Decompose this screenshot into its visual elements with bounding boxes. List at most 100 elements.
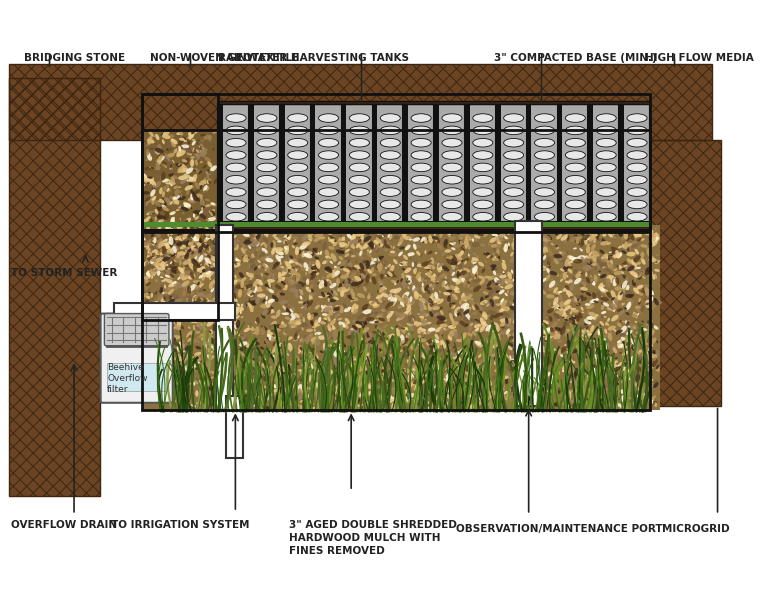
Ellipse shape: [143, 241, 151, 246]
Ellipse shape: [223, 258, 225, 262]
Ellipse shape: [618, 362, 623, 367]
Ellipse shape: [174, 324, 180, 331]
Ellipse shape: [272, 240, 276, 249]
Ellipse shape: [154, 174, 163, 178]
Ellipse shape: [144, 184, 145, 186]
Ellipse shape: [182, 244, 186, 247]
Ellipse shape: [190, 221, 194, 229]
Ellipse shape: [147, 253, 151, 256]
Ellipse shape: [300, 296, 303, 300]
Ellipse shape: [598, 338, 601, 344]
Ellipse shape: [357, 365, 361, 368]
Text: OBSERVATION/MAINTENANCE PORT: OBSERVATION/MAINTENANCE PORT: [455, 524, 662, 534]
Ellipse shape: [178, 175, 187, 180]
Ellipse shape: [158, 221, 162, 227]
Ellipse shape: [526, 322, 534, 328]
Ellipse shape: [187, 338, 191, 342]
Ellipse shape: [590, 395, 593, 397]
Ellipse shape: [452, 259, 459, 263]
Ellipse shape: [257, 351, 265, 358]
Ellipse shape: [380, 163, 400, 172]
Ellipse shape: [415, 291, 419, 297]
Ellipse shape: [468, 282, 471, 286]
Ellipse shape: [284, 284, 288, 290]
Ellipse shape: [408, 312, 413, 315]
Ellipse shape: [396, 371, 400, 379]
Ellipse shape: [405, 327, 409, 331]
Ellipse shape: [650, 354, 657, 358]
Ellipse shape: [454, 362, 460, 366]
Ellipse shape: [548, 395, 551, 398]
Ellipse shape: [595, 346, 598, 351]
Ellipse shape: [312, 262, 316, 263]
Ellipse shape: [204, 384, 210, 387]
Ellipse shape: [300, 400, 303, 403]
Ellipse shape: [602, 266, 605, 268]
Ellipse shape: [218, 360, 223, 363]
Ellipse shape: [566, 251, 569, 254]
Ellipse shape: [337, 321, 343, 324]
Ellipse shape: [293, 321, 302, 325]
Ellipse shape: [276, 250, 284, 255]
Ellipse shape: [584, 354, 588, 359]
Ellipse shape: [494, 239, 499, 241]
Ellipse shape: [264, 230, 269, 239]
Ellipse shape: [259, 265, 261, 269]
Ellipse shape: [310, 271, 317, 275]
Ellipse shape: [288, 349, 291, 351]
Ellipse shape: [366, 240, 371, 243]
Ellipse shape: [340, 341, 344, 343]
Ellipse shape: [272, 277, 275, 279]
Ellipse shape: [561, 260, 567, 263]
Ellipse shape: [206, 171, 212, 175]
Ellipse shape: [402, 280, 406, 289]
Ellipse shape: [517, 375, 525, 380]
Ellipse shape: [200, 296, 204, 299]
Ellipse shape: [509, 357, 518, 362]
Ellipse shape: [444, 401, 448, 408]
Ellipse shape: [635, 351, 641, 355]
Ellipse shape: [539, 244, 544, 253]
Ellipse shape: [172, 247, 177, 251]
Ellipse shape: [230, 379, 237, 384]
Ellipse shape: [178, 351, 184, 360]
Ellipse shape: [578, 236, 582, 239]
Ellipse shape: [310, 363, 314, 370]
Ellipse shape: [596, 114, 616, 122]
Ellipse shape: [634, 345, 637, 351]
Ellipse shape: [548, 286, 555, 291]
Ellipse shape: [519, 262, 525, 266]
Ellipse shape: [250, 263, 253, 269]
Ellipse shape: [164, 215, 167, 219]
Ellipse shape: [642, 229, 648, 235]
Ellipse shape: [350, 297, 354, 302]
Ellipse shape: [323, 306, 333, 312]
Ellipse shape: [179, 271, 184, 279]
Ellipse shape: [323, 317, 327, 320]
Ellipse shape: [521, 312, 524, 316]
Ellipse shape: [230, 381, 233, 390]
Ellipse shape: [210, 260, 216, 263]
Ellipse shape: [600, 363, 607, 367]
Ellipse shape: [627, 139, 647, 147]
Ellipse shape: [379, 347, 383, 353]
Ellipse shape: [550, 375, 554, 377]
Ellipse shape: [573, 236, 576, 240]
Ellipse shape: [146, 305, 151, 311]
Ellipse shape: [649, 236, 650, 240]
Ellipse shape: [305, 395, 312, 399]
Ellipse shape: [268, 283, 271, 288]
Ellipse shape: [269, 378, 273, 383]
Ellipse shape: [211, 263, 214, 266]
Ellipse shape: [491, 387, 498, 391]
Ellipse shape: [167, 158, 170, 161]
Ellipse shape: [226, 300, 230, 303]
Ellipse shape: [437, 315, 446, 321]
Ellipse shape: [592, 400, 598, 403]
Ellipse shape: [283, 243, 288, 246]
Ellipse shape: [351, 369, 356, 378]
Ellipse shape: [594, 253, 598, 255]
Ellipse shape: [165, 393, 170, 399]
Ellipse shape: [312, 251, 315, 252]
Ellipse shape: [512, 319, 515, 324]
